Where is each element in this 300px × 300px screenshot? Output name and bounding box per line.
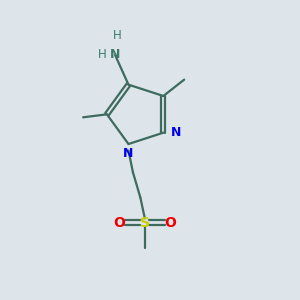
- Text: N: N: [110, 48, 120, 62]
- Text: N: N: [171, 126, 181, 139]
- Text: H: H: [98, 48, 107, 62]
- Text: N: N: [123, 147, 134, 160]
- Text: O: O: [164, 216, 176, 230]
- Text: O: O: [114, 216, 125, 230]
- Text: H: H: [113, 28, 122, 42]
- Text: S: S: [140, 216, 150, 230]
